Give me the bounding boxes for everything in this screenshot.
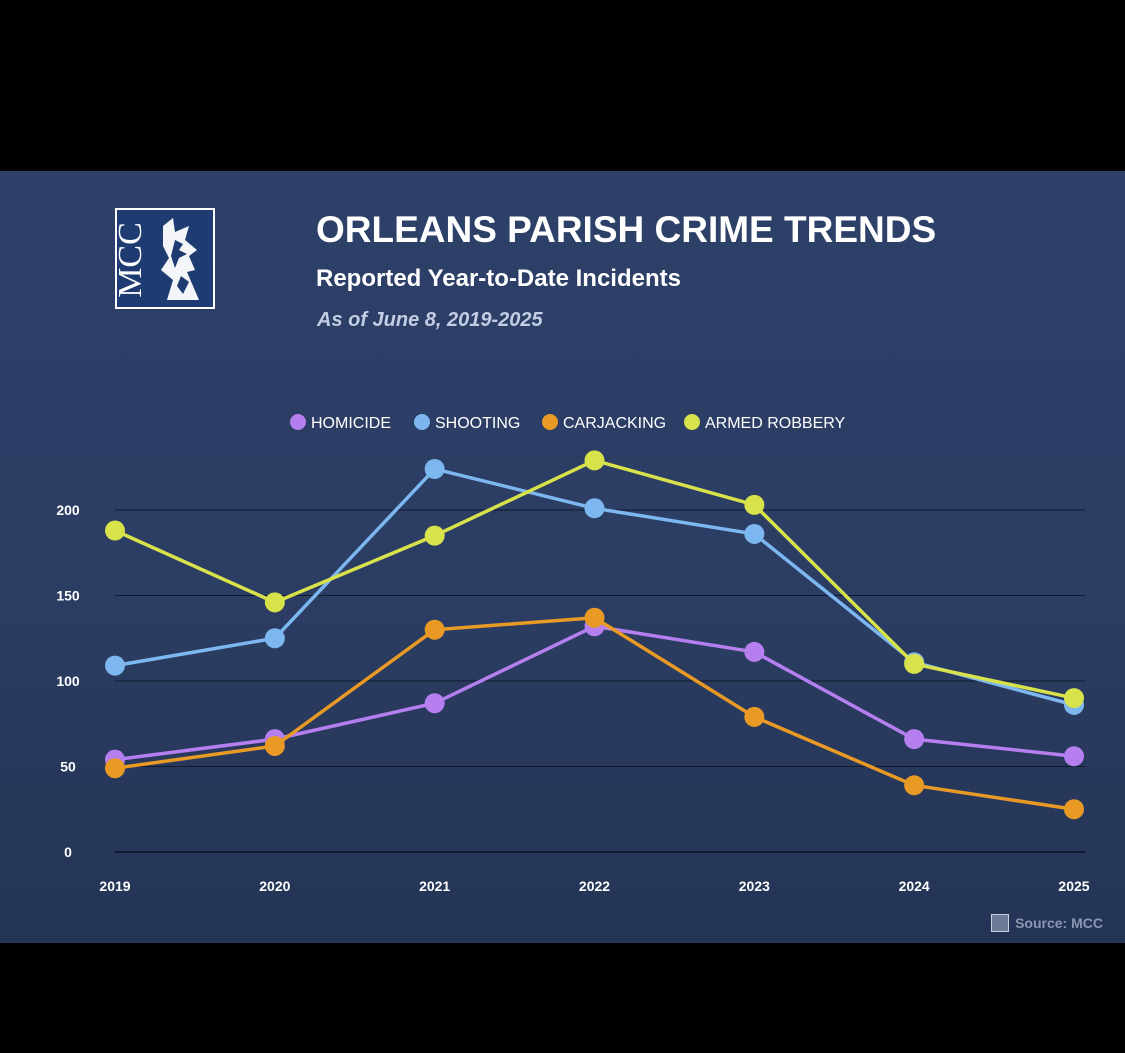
legend-marker-carjacking xyxy=(542,414,558,430)
data-point-armed-robbery-2021 xyxy=(424,525,445,546)
data-point-homicide-2025 xyxy=(1064,746,1084,767)
mcc-small-logo-icon xyxy=(991,914,1010,932)
source-credit: Source: MCC xyxy=(991,914,1103,932)
y-tick-label-150: 150 xyxy=(56,588,80,604)
data-point-homicide-2024 xyxy=(904,729,925,750)
data-point-shooting-2020 xyxy=(264,628,285,649)
data-point-shooting-2019 xyxy=(105,655,125,676)
wolf-logo-icon: MCC xyxy=(112,218,199,300)
data-point-armed-robbery-2020 xyxy=(264,592,285,613)
source-text: Source: MCC xyxy=(1015,915,1103,931)
data-point-homicide-2021 xyxy=(424,693,445,714)
x-tick-label-2022: 2022 xyxy=(579,878,610,894)
data-point-armed-robbery-2022 xyxy=(584,450,605,471)
x-tick-label-2023: 2023 xyxy=(739,878,770,894)
legend-label-homicide: HOMICIDE xyxy=(311,415,391,432)
date-note: As of June 8, 2019-2025 xyxy=(317,309,543,331)
legend-marker-shooting xyxy=(414,414,430,430)
data-point-shooting-2022 xyxy=(584,498,605,519)
series-line-homicide xyxy=(114,624,1075,762)
data-point-armed-robbery-2025 xyxy=(1064,688,1084,709)
y-tick-label-0: 0 xyxy=(64,844,72,860)
legend-marker-homicide xyxy=(290,414,306,430)
legend-label-carjacking: CARJACKING xyxy=(563,415,666,432)
data-point-armed-robbery-2023 xyxy=(744,494,765,515)
data-point-carjacking-2019 xyxy=(105,758,125,779)
data-point-carjacking-2025 xyxy=(1064,799,1084,820)
legend-label-shooting: SHOOTING xyxy=(435,415,520,432)
data-point-shooting-2021 xyxy=(424,458,445,479)
data-point-carjacking-2023 xyxy=(744,706,765,727)
x-tick-label-2025: 2025 xyxy=(1058,878,1089,894)
data-point-shooting-2023 xyxy=(744,523,765,544)
data-point-carjacking-2022 xyxy=(584,607,605,628)
y-tick-label-50: 50 xyxy=(60,759,76,775)
mcc-logo: MCC xyxy=(112,208,215,309)
x-tick-label-2021: 2021 xyxy=(419,878,450,894)
chart-title: ORLEANS PARISH CRIME TRENDS xyxy=(316,209,937,250)
data-point-carjacking-2021 xyxy=(424,619,445,640)
series-line-armed-robbery xyxy=(114,458,1075,700)
y-tick-label-200: 200 xyxy=(56,502,80,518)
chart-subtitle: Reported Year-to-Date Incidents xyxy=(316,265,681,292)
y-tick-label-100: 100 xyxy=(56,673,80,689)
x-tick-label-2024: 2024 xyxy=(899,878,930,894)
legend-label-armed-robbery: ARMED ROBBERY xyxy=(705,415,846,432)
series-line-carjacking xyxy=(114,615,1075,811)
data-point-carjacking-2024 xyxy=(904,775,925,796)
data-point-homicide-2023 xyxy=(744,641,765,662)
x-tick-label-2020: 2020 xyxy=(259,878,290,894)
legend-marker-armed-robbery xyxy=(684,414,700,430)
x-tick-label-2019: 2019 xyxy=(99,878,130,894)
data-point-armed-robbery-2019 xyxy=(105,520,125,541)
logo-text: MCC xyxy=(117,222,149,298)
data-point-carjacking-2020 xyxy=(264,735,285,756)
data-point-armed-robbery-2024 xyxy=(904,653,925,674)
